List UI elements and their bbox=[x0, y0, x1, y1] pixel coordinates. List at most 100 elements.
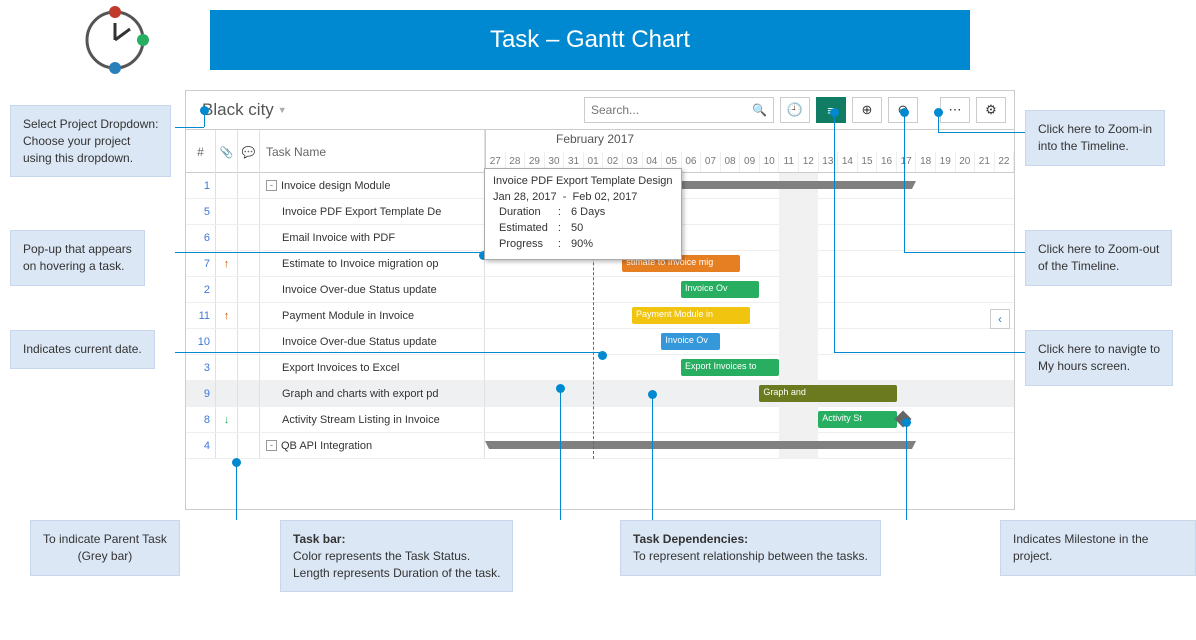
day-cell: 16 bbox=[877, 152, 897, 172]
task-name-cell[interactable]: Invoice Over-due Status update bbox=[260, 277, 485, 302]
callout-title: Task Dependencies: bbox=[633, 532, 748, 546]
table-row[interactable]: 2Invoice Over-due Status updateInvoice O… bbox=[186, 277, 1014, 303]
task-name-cell[interactable]: -QB API Integration bbox=[260, 433, 485, 458]
chevron-left-icon: ‹ bbox=[998, 312, 1002, 326]
row-number: 8 bbox=[186, 407, 216, 432]
col-taskname: Task Name bbox=[260, 130, 485, 174]
table-row[interactable]: 4-QB API Integration bbox=[186, 433, 1014, 459]
priority-icon bbox=[216, 381, 238, 406]
clock-icon: 🕘 bbox=[787, 102, 803, 118]
spacer-cell bbox=[238, 329, 260, 354]
task-name: Email Invoice with PDF bbox=[282, 232, 395, 244]
row-number: 3 bbox=[186, 355, 216, 380]
task-name: Export Invoices to Excel bbox=[282, 362, 399, 374]
row-number: 10 bbox=[186, 329, 216, 354]
spacer-cell bbox=[238, 199, 260, 224]
callout-text: Click here to Zoom-outof the Timeline. bbox=[1038, 242, 1159, 273]
task-name-cell[interactable]: Invoice Over-due Status update bbox=[260, 329, 485, 354]
date-header: February 2017 27282930310102030405060708… bbox=[486, 130, 1014, 172]
settings-button[interactable]: ⚙ bbox=[976, 97, 1006, 123]
row-number: 5 bbox=[186, 199, 216, 224]
callout-text: Select Project Dropdown:Choose your proj… bbox=[23, 117, 158, 165]
task-bar[interactable]: Export Invoices to bbox=[681, 359, 779, 376]
search-icon: 🔍 bbox=[752, 103, 767, 117]
task-bar[interactable]: Graph and bbox=[759, 385, 896, 402]
task-name-cell[interactable]: Estimate to Invoice migration op bbox=[260, 251, 485, 276]
dropdown-icon: ▼ bbox=[278, 105, 287, 115]
priority-icon bbox=[216, 433, 238, 458]
callout-box: Select Project Dropdown:Choose your proj… bbox=[10, 105, 171, 177]
callout-text: To represent relationship between the ta… bbox=[633, 549, 868, 563]
task-name-cell[interactable]: Payment Module in Invoice bbox=[260, 303, 485, 328]
task-name-cell[interactable]: -Invoice design Module bbox=[260, 173, 485, 198]
table-row[interactable]: 9Graph and charts with export pdGraph an… bbox=[186, 381, 1014, 407]
callout-title: Task bar: bbox=[293, 532, 345, 546]
row-number: 7 bbox=[186, 251, 216, 276]
task-name: Payment Module in Invoice bbox=[282, 310, 414, 322]
spacer-cell bbox=[238, 277, 260, 302]
table-row[interactable]: 8↓Activity Stream Listing in InvoiceActi… bbox=[186, 407, 1014, 433]
day-cell: 20 bbox=[956, 152, 976, 172]
day-cell: 10 bbox=[760, 152, 780, 172]
callout-dot bbox=[900, 108, 909, 117]
row-number: 6 bbox=[186, 225, 216, 250]
callout-dot bbox=[902, 418, 911, 427]
row-number: 1 bbox=[186, 173, 216, 198]
clock-button[interactable]: 🕘 bbox=[780, 97, 810, 123]
gantt-header: # 📎 💬 Task Name February 2017 2728293031… bbox=[186, 129, 1014, 173]
task-name-cell[interactable]: Export Invoices to Excel bbox=[260, 355, 485, 380]
tooltip-date-from: Jan 28, 2017 bbox=[493, 191, 557, 203]
callout-text: Indicates current date. bbox=[23, 342, 142, 356]
col-attach-icon: 📎 bbox=[216, 130, 238, 174]
spacer-cell bbox=[238, 407, 260, 432]
task-bar[interactable]: Invoice Ov bbox=[681, 281, 759, 298]
bar-area: Payment Module in bbox=[485, 303, 1014, 328]
project-dropdown[interactable]: Black city ▼ bbox=[202, 100, 287, 120]
callout-box: To indicate Parent Task(Grey bar) bbox=[30, 520, 180, 576]
callout-text: Click here to navigte toMy hours screen. bbox=[1038, 342, 1160, 373]
spacer-cell bbox=[238, 225, 260, 250]
day-cell: 11 bbox=[779, 152, 799, 172]
search-box[interactable]: 🔍 bbox=[584, 97, 774, 123]
bar-area: Invoice Ov bbox=[485, 277, 1014, 302]
bar-area bbox=[485, 433, 1014, 458]
callout-dot bbox=[232, 458, 241, 467]
callout-text: Pop-up that appearson hovering a task. bbox=[23, 242, 132, 273]
bar-area: Export Invoices to bbox=[485, 355, 1014, 380]
zoom-in-button[interactable]: ⊕ bbox=[852, 97, 882, 123]
day-cell: 18 bbox=[916, 152, 936, 172]
callout-box: Task Dependencies: To represent relations… bbox=[620, 520, 881, 576]
spacer-cell bbox=[238, 251, 260, 276]
task-bar[interactable]: Payment Module in bbox=[632, 307, 750, 324]
priority-icon: ↑ bbox=[216, 251, 238, 276]
callout-box: Click here to Zoom-ininto the Timeline. bbox=[1025, 110, 1165, 166]
callout-box: Click here to Zoom-outof the Timeline. bbox=[1025, 230, 1172, 286]
row-number: 11 bbox=[186, 303, 216, 328]
task-name-cell[interactable]: Email Invoice with PDF bbox=[260, 225, 485, 250]
task-tooltip: Invoice PDF Export Template Design Jan 2… bbox=[484, 168, 682, 260]
task-name-cell[interactable]: Invoice PDF Export Template De bbox=[260, 199, 485, 224]
table-row[interactable]: 11↑ Payment Module in Invoice Payment Modu… bbox=[186, 303, 1014, 329]
collapse-chevron[interactable]: ‹ bbox=[990, 309, 1010, 329]
search-input[interactable] bbox=[591, 103, 752, 117]
project-name: Black city bbox=[202, 100, 274, 120]
expander-icon[interactable]: - bbox=[266, 440, 277, 451]
more-button[interactable]: ⋯ bbox=[940, 97, 970, 123]
bar-area: Graph and bbox=[485, 381, 1014, 406]
page-title-banner: Task – Gantt Chart bbox=[210, 10, 970, 70]
priority-icon: ↑ bbox=[216, 303, 238, 328]
gear-icon: ⚙ bbox=[985, 102, 997, 118]
task-name: Invoice PDF Export Template De bbox=[282, 206, 441, 218]
day-cell: 09 bbox=[740, 152, 760, 172]
task-bar[interactable]: Invoice Ov bbox=[661, 333, 720, 350]
task-name-cell[interactable]: Activity Stream Listing in Invoice bbox=[260, 407, 485, 432]
spacer-cell bbox=[238, 173, 260, 198]
spacer-cell bbox=[238, 433, 260, 458]
gantt-app: Black city ▼ 🔍 🕘 ≡ ⊕ ⊖ ⋯ ⚙ # 📎 💬 Task Na… bbox=[185, 90, 1015, 510]
callout-dot bbox=[830, 108, 839, 117]
day-cell: 21 bbox=[975, 152, 995, 172]
day-cell: 07 bbox=[701, 152, 721, 172]
task-bar[interactable]: Activity St bbox=[818, 411, 896, 428]
expander-icon[interactable]: - bbox=[266, 180, 277, 191]
task-name-cell[interactable]: Graph and charts with export pd bbox=[260, 381, 485, 406]
